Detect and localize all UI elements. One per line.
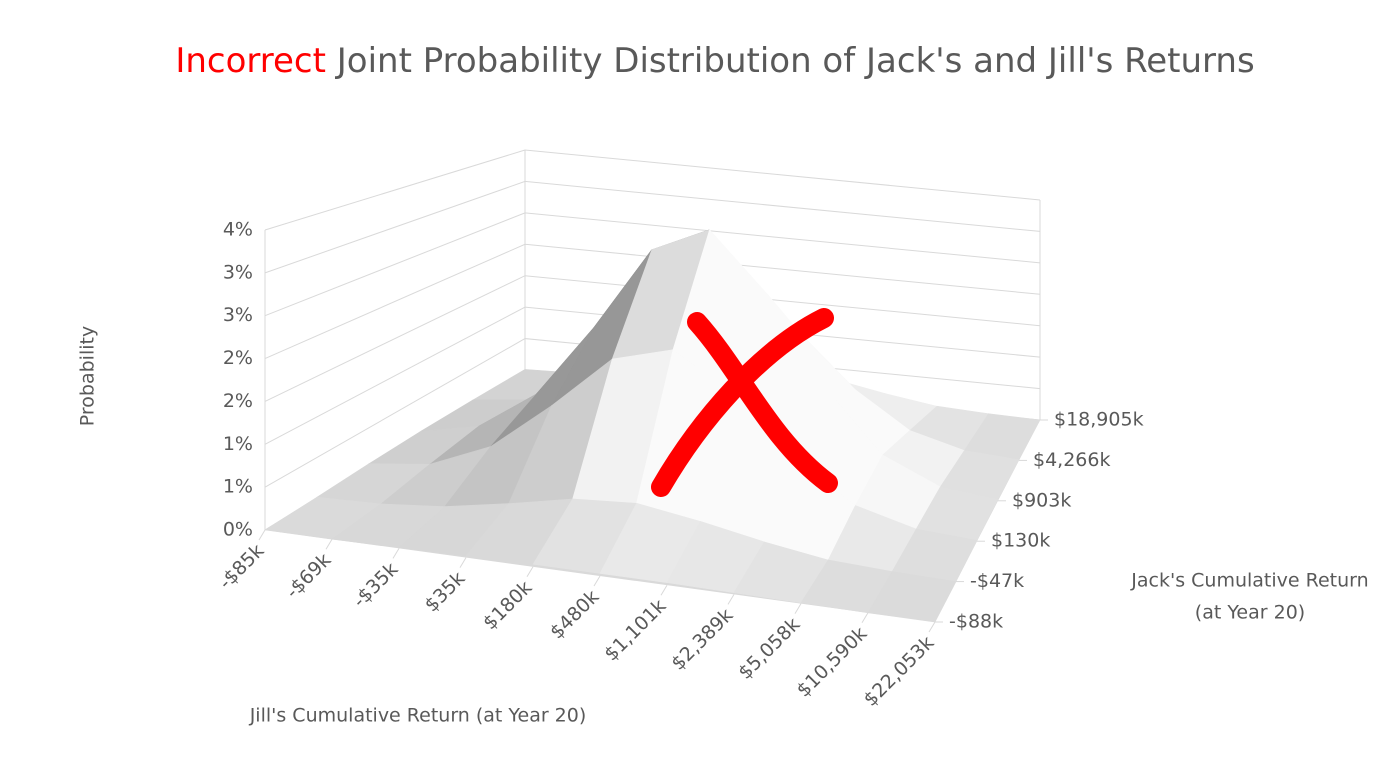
x-tick-label: $5,058k [734, 613, 804, 683]
x-tick [258, 529, 266, 541]
y-tick-label: $903k [1012, 489, 1071, 511]
title-text: Joint Probability Distribution of Jack's… [335, 41, 1255, 81]
x-tick [794, 603, 802, 614]
cross-annotation [651, 308, 838, 497]
plot-area: 0% 1% 1% 2% 2% 3% 3% 4% -$85k -$69k -$35k $35k $180k… [215, 149, 1144, 711]
cross-stroke [687, 312, 838, 493]
x-tick [593, 575, 601, 587]
z-tick-label: 3% [223, 261, 253, 283]
cross-stroke [651, 308, 834, 497]
y-tick-label: -$47k [970, 570, 1024, 592]
z-tick-label: 3% [223, 304, 253, 326]
x-tick [727, 594, 735, 605]
x-tick [928, 621, 936, 633]
x-tick-label: $22,053k [860, 632, 939, 711]
y-tick-label: -$88k [949, 611, 1003, 633]
y-axis-title: (at Year 20) [1195, 602, 1305, 624]
x-tick-label: -$85k [215, 540, 269, 594]
z-axis-title: Probability [77, 326, 99, 426]
x-tick [459, 557, 467, 568]
x-tick-label: $480k [546, 586, 604, 644]
z-tick-label: 1% [223, 433, 253, 455]
x-tick [526, 566, 534, 578]
z-tick-label: 1% [223, 476, 253, 498]
x-tick-label: $180k [479, 577, 537, 635]
title-highlight: Incorrect [175, 41, 326, 81]
y-tick-label: $4,266k [1033, 449, 1110, 471]
x-axis-title: Jill's Cumulative Return (at Year 20) [249, 705, 587, 727]
y-tick-label: $130k [991, 530, 1050, 552]
x-tick-label: -$69k [282, 549, 336, 603]
chart-title: Incorrect Joint Probability Distribution… [175, 41, 1254, 81]
x-tick-label: $2,389k [667, 604, 737, 674]
x-tick [392, 548, 400, 559]
z-tick-label: 0% [223, 519, 253, 541]
x-tick-label: $35k [420, 567, 469, 616]
x-tick [660, 584, 668, 596]
grid-line [264, 149, 1041, 231]
y-tick-label: $18,905k [1054, 409, 1144, 431]
x-tick [861, 612, 869, 624]
z-tick-label: 2% [223, 390, 253, 412]
x-tick-label: -$35k [349, 558, 403, 612]
x-tick [325, 538, 333, 550]
x-tick-label: $10,590k [793, 623, 872, 702]
y-axis-title: Jack's Cumulative Return [1130, 570, 1368, 592]
z-tick-label: 4% [223, 219, 253, 241]
x-tick-label: $1,101k [600, 595, 670, 665]
z-tick-label: 2% [223, 347, 253, 369]
